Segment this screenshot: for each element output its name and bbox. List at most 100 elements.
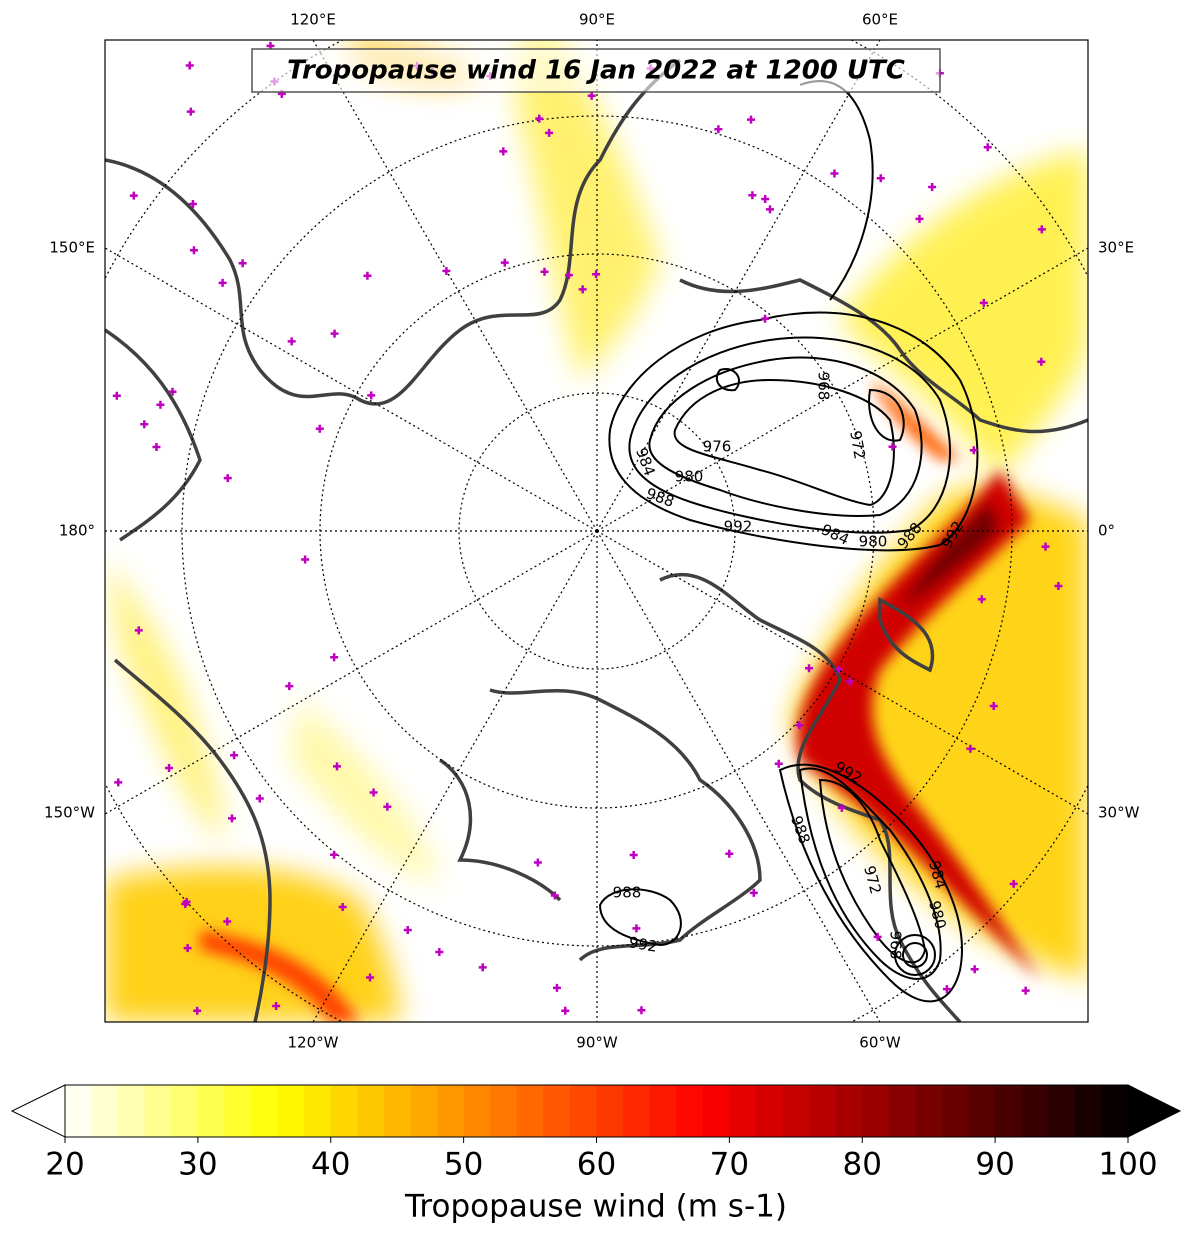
station-marker: [915, 214, 924, 223]
station-marker: [223, 917, 232, 926]
station-marker: [761, 195, 770, 204]
lon-label: 120°W: [288, 1034, 339, 1052]
station-marker: [725, 849, 734, 858]
lat-label: 30°E: [1098, 239, 1134, 257]
station-marker: [330, 329, 339, 338]
map-field: [105, 40, 1088, 1022]
lon-label: 90°E: [579, 11, 615, 29]
station-marker: [805, 664, 814, 673]
colorbar-tick-label: 20: [45, 1147, 84, 1183]
colorbar-segment: [277, 1085, 305, 1137]
station-marker: [183, 944, 192, 953]
station-marker: [592, 270, 601, 279]
colorbar-segment: [1048, 1085, 1076, 1137]
colorbar-extend-high: [1127, 1084, 1182, 1138]
station-marker: [152, 442, 161, 451]
station-marker: [578, 285, 587, 294]
station-marker: [129, 191, 138, 200]
station-marker: [333, 762, 342, 771]
station-marker: [112, 391, 121, 400]
contour-label: 976: [703, 438, 732, 456]
station-marker: [1009, 879, 1018, 888]
colorbar-segment: [835, 1085, 863, 1137]
pressure-contours: [598, 80, 979, 1003]
station-marker: [969, 446, 978, 455]
station-marker: [193, 1006, 202, 1015]
colorbar-tick-label: 80: [843, 1147, 882, 1183]
colorbar-segment: [941, 1085, 970, 1137]
station-marker: [1037, 225, 1046, 234]
station-marker: [218, 278, 227, 287]
colorbar-tick-label: 90: [975, 1147, 1014, 1183]
station-marker: [761, 314, 770, 323]
station-marker: [435, 948, 444, 957]
colorbar-segment: [1101, 1085, 1129, 1137]
station-marker: [942, 985, 951, 994]
station-marker: [230, 751, 239, 760]
coastlines: [105, 58, 1088, 1022]
station-marker: [977, 595, 986, 604]
colorbar: 20 30 40 50 60 70 80 90 100 Tropopause wind (m s-…: [10, 1084, 1182, 1225]
colorbar-segment: [702, 1085, 730, 1137]
station-marker: [587, 91, 596, 100]
colorbar-segment: [862, 1085, 890, 1137]
station-marker: [223, 474, 232, 483]
station-marker: [330, 653, 339, 662]
station-marker: [338, 903, 347, 912]
colorbar-tick-label: 70: [710, 1147, 749, 1183]
lon-label: 90°W: [576, 1034, 618, 1052]
station-markers: [112, 41, 1063, 1015]
map-frame: [104, 39, 1089, 1023]
colorbar-tick-label: 40: [311, 1147, 350, 1183]
station-marker: [165, 764, 174, 773]
contour-label: 972: [846, 429, 869, 460]
station-marker: [714, 125, 723, 134]
station-marker: [227, 814, 236, 823]
lon-label: 60°E: [862, 11, 898, 29]
station-marker: [629, 850, 638, 859]
colorbar-segment: [144, 1085, 172, 1137]
contour-label: 980: [675, 468, 704, 486]
colorbar-segment: [915, 1085, 943, 1137]
station-marker: [255, 794, 264, 803]
colorbar-segment: [676, 1085, 704, 1137]
lat-label: 0°: [1098, 522, 1115, 540]
lat-label: 30°W: [1098, 804, 1140, 822]
station-marker: [500, 258, 509, 267]
station-marker: [564, 271, 573, 280]
colorbar-segment: [197, 1085, 226, 1137]
colorbar-segment: [65, 1085, 93, 1137]
station-marker: [181, 900, 190, 909]
colorbar-segment: [437, 1085, 465, 1137]
colorbar-segment: [224, 1085, 252, 1137]
contour-label: 992: [627, 933, 658, 956]
colorbar-segment: [968, 1085, 996, 1137]
station-marker: [499, 147, 508, 156]
colorbar-segment: [490, 1085, 518, 1137]
colorbar-segment: [357, 1085, 385, 1137]
station-marker: [970, 965, 979, 974]
colorbar-segment: [755, 1085, 784, 1137]
station-marker: [637, 1006, 646, 1015]
station-marker: [765, 205, 774, 214]
station-marker: [540, 267, 549, 276]
lat-label: 150°E: [49, 239, 95, 257]
colorbar-segment: [623, 1085, 651, 1137]
colorbar-tick-label: 60: [577, 1147, 616, 1183]
station-marker: [983, 143, 992, 152]
station-marker: [238, 259, 247, 268]
station-marker: [845, 677, 854, 686]
station-marker: [632, 924, 641, 933]
station-marker: [928, 182, 937, 191]
station-marker: [795, 721, 804, 730]
lat-label: 150°W: [44, 804, 95, 822]
colorbar-segment: [91, 1085, 119, 1137]
station-marker: [1021, 986, 1030, 995]
station-marker: [156, 400, 165, 409]
station-marker: [330, 850, 339, 859]
station-marker: [114, 778, 123, 787]
lon-label: 120°E: [290, 11, 336, 29]
station-marker: [888, 442, 897, 451]
station-marker: [837, 803, 846, 812]
colorbar-segment: [304, 1085, 332, 1137]
